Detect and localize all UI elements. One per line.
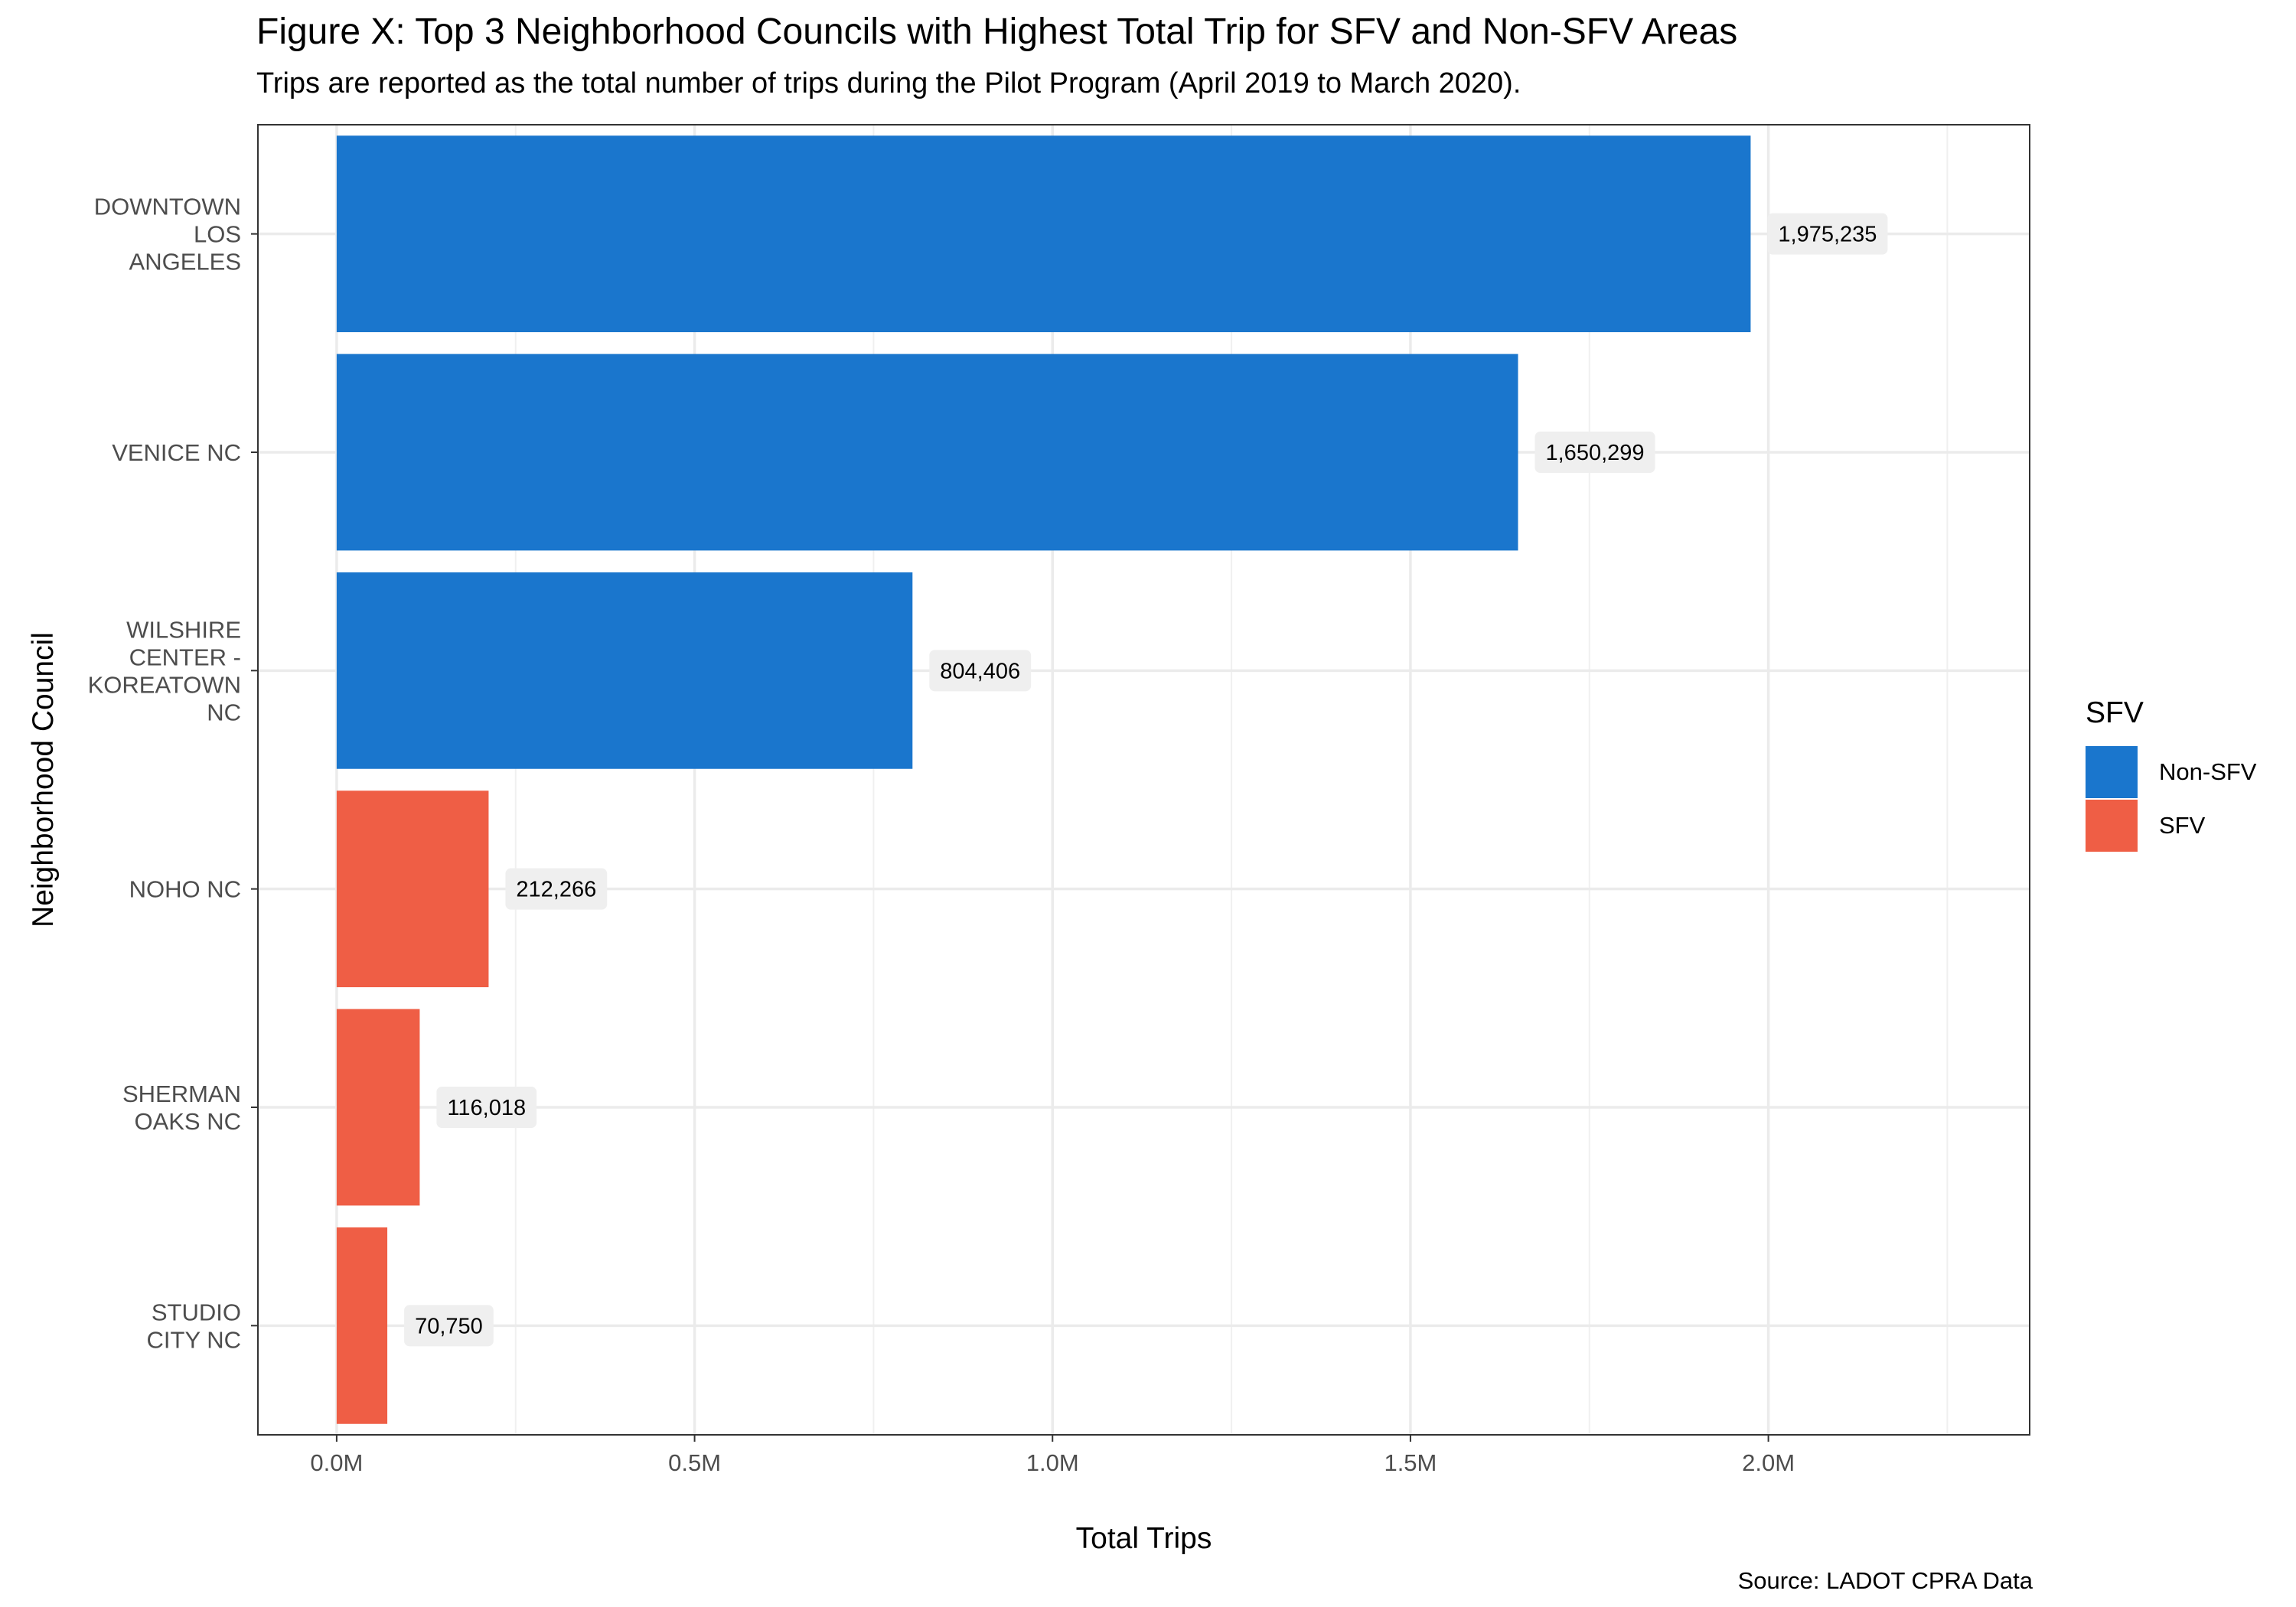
data-label: 116,018 xyxy=(447,1096,526,1120)
y-tick-label: STUDIO CITY NC xyxy=(147,1299,241,1353)
data-label: 804,406 xyxy=(940,659,1020,683)
x-tick-label: 0.0M xyxy=(310,1449,363,1476)
data-label-background xyxy=(1534,432,1655,473)
x-tick-label: 2.0M xyxy=(1742,1449,1795,1476)
y-tick-label: WILSHIRE CENTER -KOREATOWN NC xyxy=(88,616,241,725)
plot-panel-border xyxy=(257,124,2030,1436)
x-axis-title: Total Trips xyxy=(1076,1522,1212,1555)
chart-subtitle: Trips are reported as the total number o… xyxy=(256,67,1521,99)
chart-title: Figure X: Top 3 Neighborhood Councils wi… xyxy=(256,11,1738,52)
legend-title: SFV xyxy=(2086,696,2144,729)
chart-caption: Source: LADOT CPRA Data xyxy=(1737,1567,2033,1594)
x-tick-label: 1.5M xyxy=(1384,1449,1437,1476)
x-tick-label: 1.0M xyxy=(1026,1449,1079,1476)
y-tick-label: VENICE NC xyxy=(112,439,241,466)
legend-label-non-sfv: Non-SFV xyxy=(2159,758,2257,785)
x-tick-label: 0.5M xyxy=(668,1449,721,1476)
data-label: 70,750 xyxy=(415,1314,483,1338)
grid-lines xyxy=(258,125,2030,1435)
data-label-background xyxy=(929,650,1032,692)
data-label: 1,650,299 xyxy=(1546,441,1645,465)
y-tick-label: DOWNTOWN LOS ANGELES xyxy=(94,194,241,275)
data-label: 212,266 xyxy=(516,878,596,902)
data-label-background xyxy=(436,1087,537,1128)
y-tick-label: SHERMAN OAKS NC xyxy=(122,1081,241,1135)
bar xyxy=(336,135,1751,333)
data-labels: 1,975,235 1,650,299 804,406 212,266 116,018 7… xyxy=(404,213,1888,1347)
legend-label-sfv: SFV xyxy=(2159,812,2206,839)
bars xyxy=(336,135,1751,1424)
bar xyxy=(336,1009,420,1206)
bar xyxy=(336,790,489,988)
y-tick-label: NOHO NC xyxy=(129,876,241,903)
axes: 0.0M 0.5M 1.0M 1.5M 2.0M DOWNTOWN LOS ANGELES VE… xyxy=(88,194,1795,1476)
data-label-background xyxy=(505,868,608,910)
legend-swatch-non-sfv xyxy=(2086,746,2138,798)
legend-item-sfv: SFV xyxy=(2086,799,2256,852)
bar xyxy=(336,354,1518,551)
legend-swatch-sfv xyxy=(2086,800,2138,852)
bar xyxy=(336,1227,388,1424)
y-axis-title: Neighborhood Council xyxy=(27,632,60,927)
data-label: 1,975,235 xyxy=(1778,223,1877,247)
legend: SFV Non-SFV SFV xyxy=(2086,696,2256,852)
bar xyxy=(336,572,913,769)
data-label-background xyxy=(404,1305,494,1347)
legend-item-non-sfv: Non-SFV xyxy=(2086,745,2256,799)
data-label-background xyxy=(1767,213,1888,255)
plot-panel-background xyxy=(258,125,2030,1435)
